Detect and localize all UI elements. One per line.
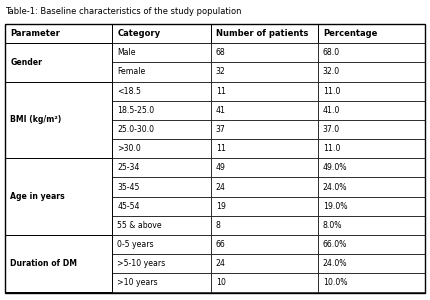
Bar bbox=[318, 24, 425, 43]
Bar bbox=[112, 120, 211, 139]
Bar bbox=[112, 139, 211, 158]
Text: Duration of DM: Duration of DM bbox=[10, 259, 77, 268]
Text: 66: 66 bbox=[216, 240, 226, 249]
Text: 41: 41 bbox=[216, 106, 226, 115]
Text: 0-5 years: 0-5 years bbox=[117, 240, 154, 249]
Bar bbox=[318, 120, 425, 139]
Bar bbox=[211, 196, 318, 216]
Bar bbox=[5, 43, 112, 82]
Text: Parameter: Parameter bbox=[10, 29, 60, 38]
Text: 18.5-25.0: 18.5-25.0 bbox=[117, 106, 154, 115]
Bar bbox=[318, 254, 425, 273]
Text: 55 & above: 55 & above bbox=[117, 221, 162, 230]
Text: 8: 8 bbox=[216, 221, 221, 230]
Text: Table-1: Baseline characteristics of the study population: Table-1: Baseline characteristics of the… bbox=[5, 8, 242, 16]
Bar bbox=[318, 273, 425, 292]
Text: 11: 11 bbox=[216, 87, 226, 96]
Bar bbox=[211, 101, 318, 120]
Bar bbox=[211, 235, 318, 254]
Text: <18.5: <18.5 bbox=[117, 87, 141, 96]
Bar bbox=[211, 120, 318, 139]
Bar bbox=[318, 235, 425, 254]
Text: Number of patients: Number of patients bbox=[216, 29, 308, 38]
Text: 66.0%: 66.0% bbox=[323, 240, 347, 249]
Text: 68.0: 68.0 bbox=[323, 48, 340, 57]
Bar bbox=[112, 254, 211, 273]
Text: >10 years: >10 years bbox=[117, 278, 158, 287]
Text: 11.0: 11.0 bbox=[323, 87, 340, 96]
Bar bbox=[112, 216, 211, 235]
Text: Category: Category bbox=[117, 29, 160, 38]
Text: >5-10 years: >5-10 years bbox=[117, 259, 166, 268]
Bar bbox=[211, 43, 318, 62]
Bar bbox=[5, 235, 112, 292]
Bar bbox=[211, 139, 318, 158]
Text: Percentage: Percentage bbox=[323, 29, 377, 38]
Bar bbox=[318, 158, 425, 177]
Bar bbox=[112, 62, 211, 82]
Bar bbox=[211, 177, 318, 196]
Text: 25.0-30.0: 25.0-30.0 bbox=[117, 125, 154, 134]
Bar bbox=[112, 196, 211, 216]
Text: 11: 11 bbox=[216, 144, 226, 153]
Text: 19: 19 bbox=[216, 202, 226, 211]
Text: 37.0: 37.0 bbox=[323, 125, 340, 134]
Text: Female: Female bbox=[117, 68, 145, 76]
Bar bbox=[112, 158, 211, 177]
Text: 24.0%: 24.0% bbox=[323, 182, 347, 191]
Text: 68: 68 bbox=[216, 48, 226, 57]
Bar bbox=[5, 82, 112, 158]
Bar bbox=[211, 216, 318, 235]
Bar bbox=[112, 273, 211, 292]
Text: Gender: Gender bbox=[10, 58, 42, 67]
Bar bbox=[211, 158, 318, 177]
Text: >30.0: >30.0 bbox=[117, 144, 141, 153]
Bar bbox=[211, 82, 318, 101]
Text: 25-34: 25-34 bbox=[117, 163, 140, 172]
Text: 24: 24 bbox=[216, 259, 226, 268]
Text: BMI (kg/m²): BMI (kg/m²) bbox=[10, 116, 61, 124]
Text: 8.0%: 8.0% bbox=[323, 221, 342, 230]
Text: 32.0: 32.0 bbox=[323, 68, 340, 76]
Bar bbox=[112, 101, 211, 120]
Bar bbox=[318, 177, 425, 196]
Bar bbox=[318, 43, 425, 62]
Bar bbox=[211, 62, 318, 82]
Bar bbox=[318, 139, 425, 158]
Text: 49: 49 bbox=[216, 163, 226, 172]
Text: 10: 10 bbox=[216, 278, 226, 287]
Bar bbox=[112, 24, 211, 43]
Text: Male: Male bbox=[117, 48, 136, 57]
Text: 35-45: 35-45 bbox=[117, 182, 140, 191]
Bar bbox=[318, 62, 425, 82]
Bar bbox=[112, 43, 211, 62]
Text: 11.0: 11.0 bbox=[323, 144, 340, 153]
Text: 32: 32 bbox=[216, 68, 226, 76]
Bar bbox=[318, 216, 425, 235]
Bar bbox=[211, 254, 318, 273]
Text: 24.0%: 24.0% bbox=[323, 259, 347, 268]
Text: 41.0: 41.0 bbox=[323, 106, 340, 115]
Bar bbox=[318, 196, 425, 216]
Text: Age in years: Age in years bbox=[10, 192, 65, 201]
Bar bbox=[211, 24, 318, 43]
Bar bbox=[5, 24, 112, 43]
Text: 19.0%: 19.0% bbox=[323, 202, 347, 211]
Text: 45-54: 45-54 bbox=[117, 202, 140, 211]
Bar bbox=[112, 82, 211, 101]
Text: 10.0%: 10.0% bbox=[323, 278, 347, 287]
Bar bbox=[318, 82, 425, 101]
Bar bbox=[112, 235, 211, 254]
Bar bbox=[318, 101, 425, 120]
Bar bbox=[5, 158, 112, 235]
Bar bbox=[112, 177, 211, 196]
Text: 24: 24 bbox=[216, 182, 226, 191]
Bar bbox=[211, 273, 318, 292]
Text: 37: 37 bbox=[216, 125, 226, 134]
Text: 49.0%: 49.0% bbox=[323, 163, 347, 172]
